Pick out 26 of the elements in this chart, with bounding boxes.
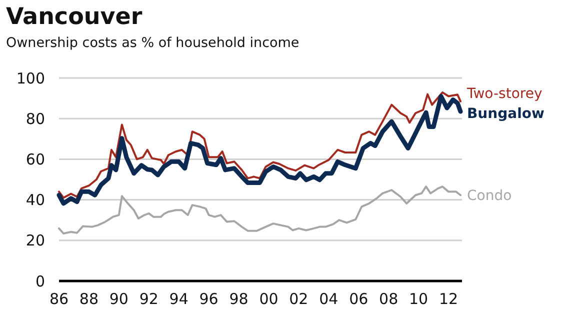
x-tick-label: 86 <box>49 290 69 308</box>
series-label: Bungalow <box>467 106 544 122</box>
x-tick-label: 96 <box>199 290 218 308</box>
y-tick-label: 60 <box>26 150 45 168</box>
x-tick-label: 10 <box>409 290 428 308</box>
chart-title: Vancouver <box>6 4 143 30</box>
x-tick-label: 98 <box>229 290 248 308</box>
y-tick-label: 40 <box>26 191 45 210</box>
x-tick-label: 90 <box>109 290 128 308</box>
x-tick-label: 06 <box>349 290 368 308</box>
x-tick-label: 12 <box>438 290 458 308</box>
x-tick-label: 08 <box>379 290 398 308</box>
x-tick-label: 02 <box>289 290 308 308</box>
x-tick-label: 00 <box>259 290 278 308</box>
y-tick-label: 80 <box>26 110 45 128</box>
y-tick-label: 100 <box>16 69 45 88</box>
x-tick-label: 04 <box>319 290 338 308</box>
x-tick-label: 92 <box>139 290 158 308</box>
y-tick-label: 20 <box>26 232 45 250</box>
y-tick-label: 0 <box>35 272 45 290</box>
chart-subtitle: Ownership costs as % of household income <box>6 35 300 51</box>
series-label: Two-storey <box>466 86 542 102</box>
line-series <box>58 186 462 234</box>
x-tick-label: 94 <box>169 290 188 308</box>
x-tick-label: 88 <box>79 290 99 308</box>
series-label: Condo <box>467 188 512 204</box>
